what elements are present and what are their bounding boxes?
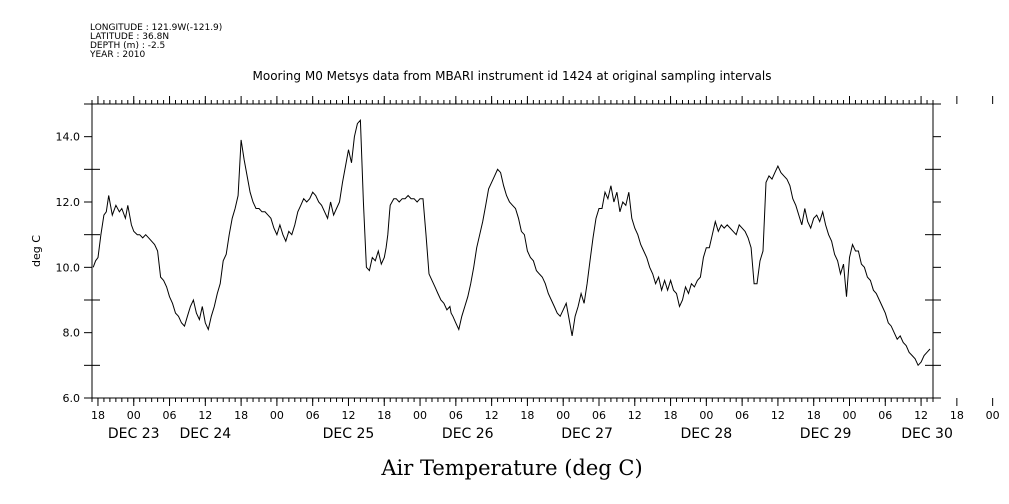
x-tick-label: 12 (771, 409, 785, 422)
y-tick-label: 8.0 (63, 327, 81, 340)
x-day-label: DEC 25 (323, 426, 375, 442)
meta-latitude: LATITUDE : 36.8N (90, 32, 169, 42)
x-tick-label: 12 (485, 409, 499, 422)
x-tick-label: 00 (127, 409, 141, 422)
x-tick-label: 06 (592, 409, 606, 422)
day-labels: DEC 23 DEC 24 DEC 25 DEC 26 DEC 27 DEC 28 DEC … (108, 426, 953, 442)
x-axis: 18 00 06 12 18 00 06 12 18 00 06 12 18 00 06 12 18 00 06 12… (91, 96, 1000, 422)
x-day-label: DEC 29 (800, 426, 852, 442)
x-tick-label: 18 (377, 409, 391, 422)
x-tick-label: 12 (628, 409, 642, 422)
x-tick-label: 00 (699, 409, 713, 422)
y-axis-label: deg C (30, 235, 43, 267)
plot-frame (91, 103, 934, 399)
x-axis-label: Air Temperature (deg C) (380, 456, 642, 480)
y-tick-label: 10.0 (56, 261, 81, 274)
x-day-label: DEC 24 (179, 426, 231, 442)
x-tick-label: 18 (91, 409, 105, 422)
x-tick-label: 12 (341, 409, 355, 422)
x-tick-label: 18 (664, 409, 678, 422)
meta-depth: DEPTH (m) : -2.5 (90, 41, 165, 51)
chart-title: Mooring M0 Metsys data from MBARI instru… (253, 69, 772, 83)
y-tick-label: 12.0 (56, 196, 81, 209)
x-tick-label: 12 (914, 409, 928, 422)
series-line-air-temperature (92, 119, 931, 367)
y-tick-label: 6.0 (63, 392, 81, 405)
y-axis: 6.0 8.0 10.0 12.0 14.0 (56, 103, 941, 405)
meta-longitude: LONGITUDE : 121.9W(-121.9) (90, 23, 222, 33)
x-tick-label: 18 (950, 409, 964, 422)
y-tick-label: 14.0 (56, 131, 81, 144)
x-tick-label: 00 (986, 409, 1000, 422)
x-tick-label: 06 (735, 409, 749, 422)
x-tick-label: 00 (556, 409, 570, 422)
x-tick-label: 06 (306, 409, 320, 422)
x-tick-label: 06 (878, 409, 892, 422)
x-tick-label: 00 (270, 409, 284, 422)
x-tick-label: 00 (413, 409, 427, 422)
x-day-label: DEC 26 (442, 426, 494, 442)
x-day-label: DEC 27 (561, 426, 613, 442)
x-day-label: DEC 28 (681, 426, 733, 442)
x-tick-label: 00 (842, 409, 856, 422)
x-tick-label: 06 (163, 409, 177, 422)
x-tick-label: 18 (520, 409, 534, 422)
meta-year: YEAR : 2010 (89, 50, 146, 60)
x-tick-label: 12 (198, 409, 212, 422)
x-minor-ticks (91, 100, 934, 402)
x-tick-label: 18 (234, 409, 248, 422)
x-tick-label: 06 (449, 409, 463, 422)
x-tick-label: 18 (807, 409, 821, 422)
x-day-label: DEC 23 (108, 426, 160, 442)
x-day-label: DEC 30 (901, 426, 953, 442)
